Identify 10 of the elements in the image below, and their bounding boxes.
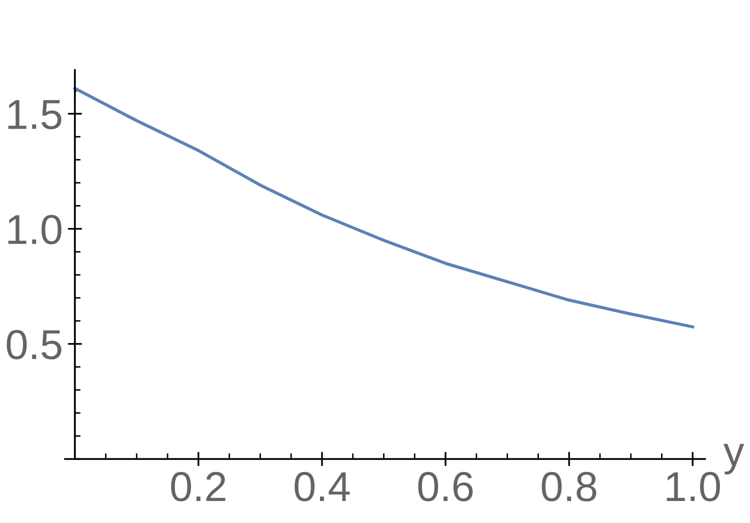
x-axis-title: y [723,444,744,474]
y-tick-label: 0.5 [6,330,62,360]
x-tick-label: 0.4 [294,472,350,502]
line-series [73,86,694,328]
x-tick-label: 0.8 [542,472,596,502]
x-tick-label: 0.6 [418,472,473,502]
x-tick-label: 0.2 [171,472,226,502]
y-tick-label: 1.5 [8,100,62,130]
y-tick-label: 1.0 [8,214,62,244]
x-tick-label: 1.0 [666,472,720,502]
